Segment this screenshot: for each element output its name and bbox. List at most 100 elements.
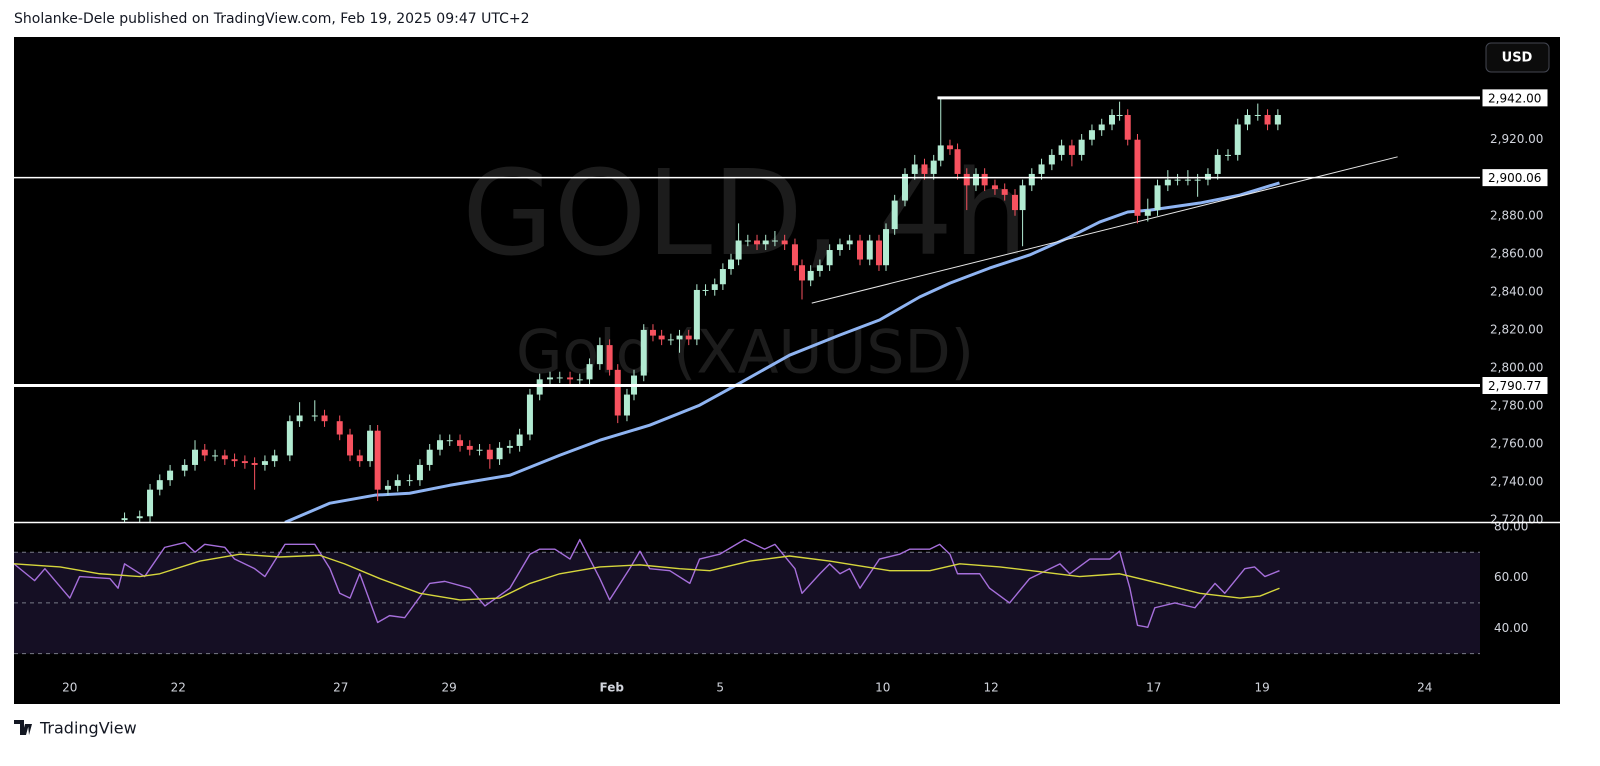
candle-body: [1038, 164, 1045, 174]
candle-body: [1264, 114, 1271, 125]
candle-body: [1274, 114, 1281, 125]
candle-body: [1001, 189, 1008, 195]
candle-body: [271, 455, 278, 462]
watermark: GOLD, 4h: [462, 144, 1028, 282]
candle-body: [901, 173, 908, 201]
candle-body: [1194, 179, 1201, 181]
x-tick-label: 17: [1146, 681, 1161, 695]
candle-body: [771, 240, 778, 242]
x-tick-label: Feb: [600, 681, 625, 695]
candle-body: [875, 240, 882, 266]
y-tick-label: 2,860.00: [1490, 246, 1543, 260]
price-level-label: 2,942.00: [1488, 91, 1541, 105]
candle-body: [1028, 173, 1035, 186]
candle-body: [181, 464, 188, 471]
candle-body: [156, 480, 163, 490]
candle-body: [436, 440, 443, 450]
candle-body: [147, 489, 154, 517]
candle-body: [836, 244, 843, 251]
candle-body: [1174, 179, 1181, 181]
candle-body: [826, 250, 833, 266]
y-tick-label: 2,760.00: [1490, 437, 1543, 451]
price-level-box: [1481, 88, 1549, 108]
watermark: Gold (XAUUSD): [516, 318, 974, 388]
rsi-tick-label: 80.00: [1494, 519, 1528, 533]
candle-body: [614, 369, 621, 416]
candle-body: [735, 240, 742, 260]
currency-box[interactable]: [1485, 42, 1550, 73]
candle-body: [1244, 114, 1251, 125]
candle-body: [799, 265, 806, 281]
candle-body: [1019, 185, 1026, 211]
candle-body: [754, 240, 761, 245]
y-tick-label: 2,820.00: [1490, 322, 1543, 336]
candle-body: [711, 284, 718, 290]
x-tick-label: 5: [716, 681, 724, 695]
candle-body: [693, 289, 700, 340]
candle-body: [516, 434, 523, 446]
y-tick-label: 2,920.00: [1490, 132, 1543, 146]
candle-body: [1254, 114, 1261, 116]
candle-body: [866, 240, 873, 260]
rsi-tick-label: 40.00: [1494, 621, 1528, 635]
candle-body: [567, 377, 574, 380]
candle-body: [476, 449, 483, 451]
candle-body: [1058, 145, 1065, 155]
candle-body: [1078, 139, 1085, 155]
currency-button[interactable]: USD: [1485, 42, 1550, 73]
candle-body: [744, 240, 751, 242]
candle-body: [231, 459, 238, 462]
candle-body: [321, 415, 328, 422]
candle-body: [192, 449, 199, 465]
candle-body: [946, 145, 953, 150]
candle-body: [1011, 194, 1018, 211]
candle-body: [212, 455, 219, 457]
candle-body: [596, 345, 603, 365]
candle-body: [891, 200, 898, 230]
candle-body: [606, 345, 613, 370]
candle-body: [286, 421, 293, 456]
candle-body: [136, 516, 143, 519]
candle-body: [1204, 173, 1211, 180]
candle-body: [846, 240, 853, 245]
logo-icon: [14, 720, 32, 735]
candle-body: [336, 421, 343, 435]
candle-body: [526, 394, 533, 435]
y-tick-label: 2,780.00: [1490, 398, 1543, 412]
candle-body: [1164, 179, 1171, 186]
candle-body: [556, 377, 563, 379]
price-level-label: 2,790.77: [1488, 379, 1541, 393]
candle-body: [702, 289, 709, 291]
price-level-label: 2,900.06: [1488, 171, 1541, 185]
candle-body: [676, 335, 683, 340]
candle-body: [466, 445, 473, 450]
y-tick-label: 2,740.00: [1490, 475, 1543, 489]
x-tick-label: 12: [984, 681, 999, 695]
candle-body: [586, 364, 593, 380]
candle-body: [1234, 124, 1241, 155]
candle-body: [406, 480, 413, 482]
rsi-band: [14, 552, 1480, 654]
candle-body: [1098, 124, 1105, 131]
candle-body: [296, 415, 303, 422]
candle-body: [1154, 185, 1161, 211]
candle-body: [719, 269, 726, 285]
candle-body: [221, 455, 228, 460]
candle-body: [426, 449, 433, 465]
candle-body: [883, 229, 890, 266]
candle-body: [416, 464, 423, 481]
candle-body: [972, 173, 979, 186]
candle-body: [374, 430, 381, 490]
price-level-box: [1481, 168, 1549, 188]
candle-body: [546, 377, 553, 380]
candle-body: [921, 164, 928, 174]
candle-body: [1224, 154, 1231, 156]
candle-body: [576, 379, 583, 381]
candle-body: [728, 259, 735, 270]
candle-body: [954, 149, 961, 174]
candle-body: [167, 470, 174, 481]
currency-label[interactable]: USD: [1502, 51, 1533, 66]
candle-body: [356, 455, 363, 462]
